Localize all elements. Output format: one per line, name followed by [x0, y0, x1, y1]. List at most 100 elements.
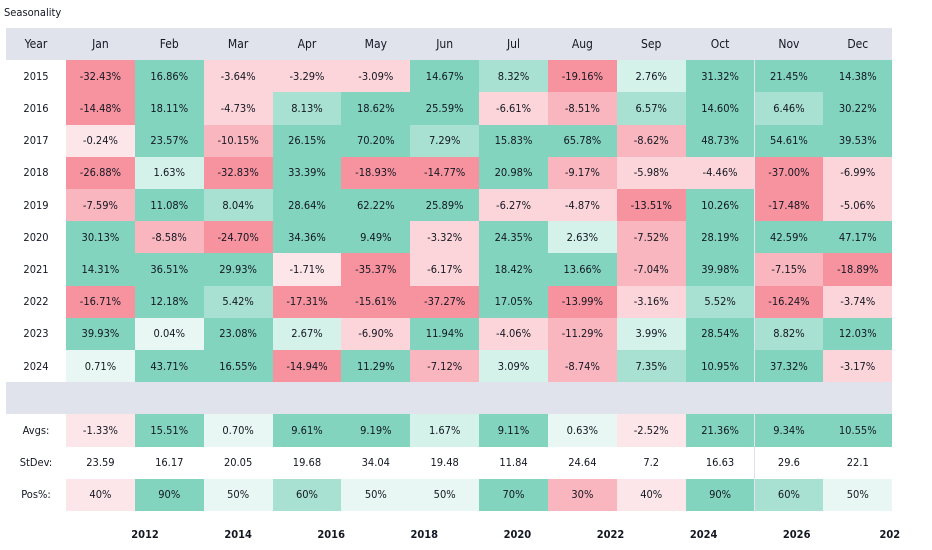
cell-2023-oct: 28.54% [685, 317, 755, 350]
summary-avgs-mar: 0.70% [203, 414, 273, 447]
cell-2016-feb: 18.11% [134, 92, 204, 125]
summary-label-avgs: Avgs: [6, 414, 66, 447]
cell-2017-apr: 26.15% [272, 124, 342, 157]
cell-2023-may: -6.90% [341, 317, 411, 350]
cell-2023-sep: 3.99% [616, 317, 686, 350]
cell-2016-sep: 6.57% [616, 92, 686, 125]
cell-2023-aug: -11.29% [547, 317, 617, 350]
cell-2024-mar: 16.55% [203, 350, 273, 383]
cell-2015-feb: 16.86% [134, 60, 204, 93]
x-tick-2024: 2024 [689, 528, 718, 541]
cell-2021-sep: -7.04% [616, 253, 686, 286]
cell-2022-jul: 17.05% [479, 285, 548, 318]
cell-2017-jun: 7.29% [410, 124, 480, 157]
header-month-feb: Feb [159, 37, 179, 52]
summary-pos-jun: 50% [410, 478, 480, 511]
cell-2020-jun: -3.32% [410, 221, 480, 254]
cell-2017-may: 70.20% [341, 124, 411, 157]
year-label-2015: 2015 [6, 60, 66, 93]
cell-2023-jul: -4.06% [479, 317, 548, 350]
year-label-2019: 2019 [6, 189, 66, 222]
cell-2015-aug: -19.16% [547, 60, 617, 93]
cell-2022-apr: -17.31% [272, 285, 342, 318]
x-tick-2012: 2012 [131, 528, 159, 541]
summary-stdev-oct: 16.63 [685, 446, 755, 479]
cell-2019-sep: -13.51% [616, 189, 686, 222]
cell-2016-mar: -4.73% [203, 92, 273, 125]
cell-2016-apr: 8.13% [272, 92, 342, 125]
summary-stdev-jul: 11.84 [479, 446, 548, 479]
cell-2020-aug: 2.63% [547, 221, 617, 254]
header-month-oct: Oct [710, 37, 730, 52]
cell-2017-dec: 39.53% [823, 124, 893, 157]
header-month-dec: Dec [847, 37, 869, 52]
header-month-apr: Apr [297, 37, 317, 52]
cell-2024-aug: -8.74% [547, 350, 617, 383]
summary-avgs-oct: 21.36% [685, 414, 755, 447]
cell-2016-jul: -6.61% [479, 92, 548, 125]
cell-2023-apr: 2.67% [272, 317, 342, 350]
cell-2024-jun: -7.12% [410, 350, 480, 383]
chart-title: Seasonality [4, 6, 62, 19]
cell-2017-oct: 48.73% [685, 124, 755, 157]
header-month-jul: Jul [507, 37, 521, 52]
cell-2017-feb: 23.57% [134, 124, 204, 157]
cell-2024-feb: 43.71% [134, 350, 204, 383]
cell-2022-may: -15.61% [341, 285, 411, 318]
cell-2020-apr: 34.36% [272, 221, 342, 254]
cell-2018-sep: -5.98% [616, 156, 686, 189]
x-tick-2016: 2016 [317, 528, 345, 541]
cell-2018-aug: -9.17% [547, 156, 617, 189]
summary-stdev-apr: 19.68 [272, 446, 342, 479]
cell-2018-mar: -32.83% [203, 156, 273, 189]
cell-2015-dec: 14.38% [823, 60, 893, 93]
x-tick-2022: 2022 [596, 528, 625, 541]
cell-2016-jun: 25.59% [410, 92, 480, 125]
cell-2020-nov: 42.59% [754, 221, 824, 254]
cell-2024-sep: 7.35% [616, 350, 686, 383]
header-month-nov: Nov [778, 37, 800, 52]
cell-2018-jul: 20.98% [479, 156, 548, 189]
summary-avgs-feb: 15.51% [134, 414, 204, 447]
cell-2020-oct: 28.19% [685, 221, 755, 254]
cell-2019-aug: -4.87% [547, 189, 617, 222]
year-label-2022: 2022 [6, 285, 66, 318]
summary-stdev-aug: 24.64 [547, 446, 617, 479]
summary-stdev-jan: 23.59 [66, 446, 135, 479]
summary-pos-apr: 60% [272, 478, 342, 511]
cell-2021-jun: -6.17% [410, 253, 480, 286]
cell-2015-apr: -3.29% [272, 60, 342, 93]
year-label-2016: 2016 [6, 92, 66, 125]
summary-label-pos: Pos%: [6, 478, 66, 511]
summary-pos-oct: 90% [685, 478, 755, 511]
cell-2024-may: 11.29% [341, 350, 411, 383]
cell-2017-jan: -0.24% [66, 124, 135, 157]
summary-stdev-sep: 7.2 [616, 446, 686, 479]
cell-2018-may: -18.93% [341, 156, 411, 189]
cell-2019-oct: 10.26% [685, 189, 755, 222]
summary-pos-aug: 30% [547, 478, 617, 511]
summary-pos-nov: 60% [754, 478, 824, 511]
summary-pos-may: 50% [341, 478, 411, 511]
year-label-2024: 2024 [6, 350, 66, 383]
summary-stdev-mar: 20.05 [203, 446, 273, 479]
x-tick-2014: 2014 [224, 528, 252, 541]
cell-2021-nov: -7.15% [754, 253, 824, 286]
cell-2019-dec: -5.06% [823, 189, 893, 222]
header-month-aug: Aug [571, 37, 593, 52]
cell-2020-mar: -24.70% [203, 221, 273, 254]
cell-2020-feb: -8.58% [134, 221, 204, 254]
cell-2020-sep: -7.52% [616, 221, 686, 254]
cell-2016-oct: 14.60% [685, 92, 755, 125]
cell-2018-nov: -37.00% [754, 156, 824, 189]
cell-2019-apr: 28.64% [272, 189, 342, 222]
cell-2022-jun: -37.27% [410, 285, 480, 318]
cell-2015-nov: 21.45% [754, 60, 824, 93]
cell-2021-feb: 36.51% [134, 253, 204, 286]
cell-2017-jul: 15.83% [479, 124, 548, 157]
cell-2021-aug: 13.66% [547, 253, 617, 286]
year-label-2021: 2021 [6, 253, 66, 286]
cell-2015-may: -3.09% [341, 60, 411, 93]
cell-2015-jun: 14.67% [410, 60, 480, 93]
summary-pos-feb: 90% [134, 478, 204, 511]
